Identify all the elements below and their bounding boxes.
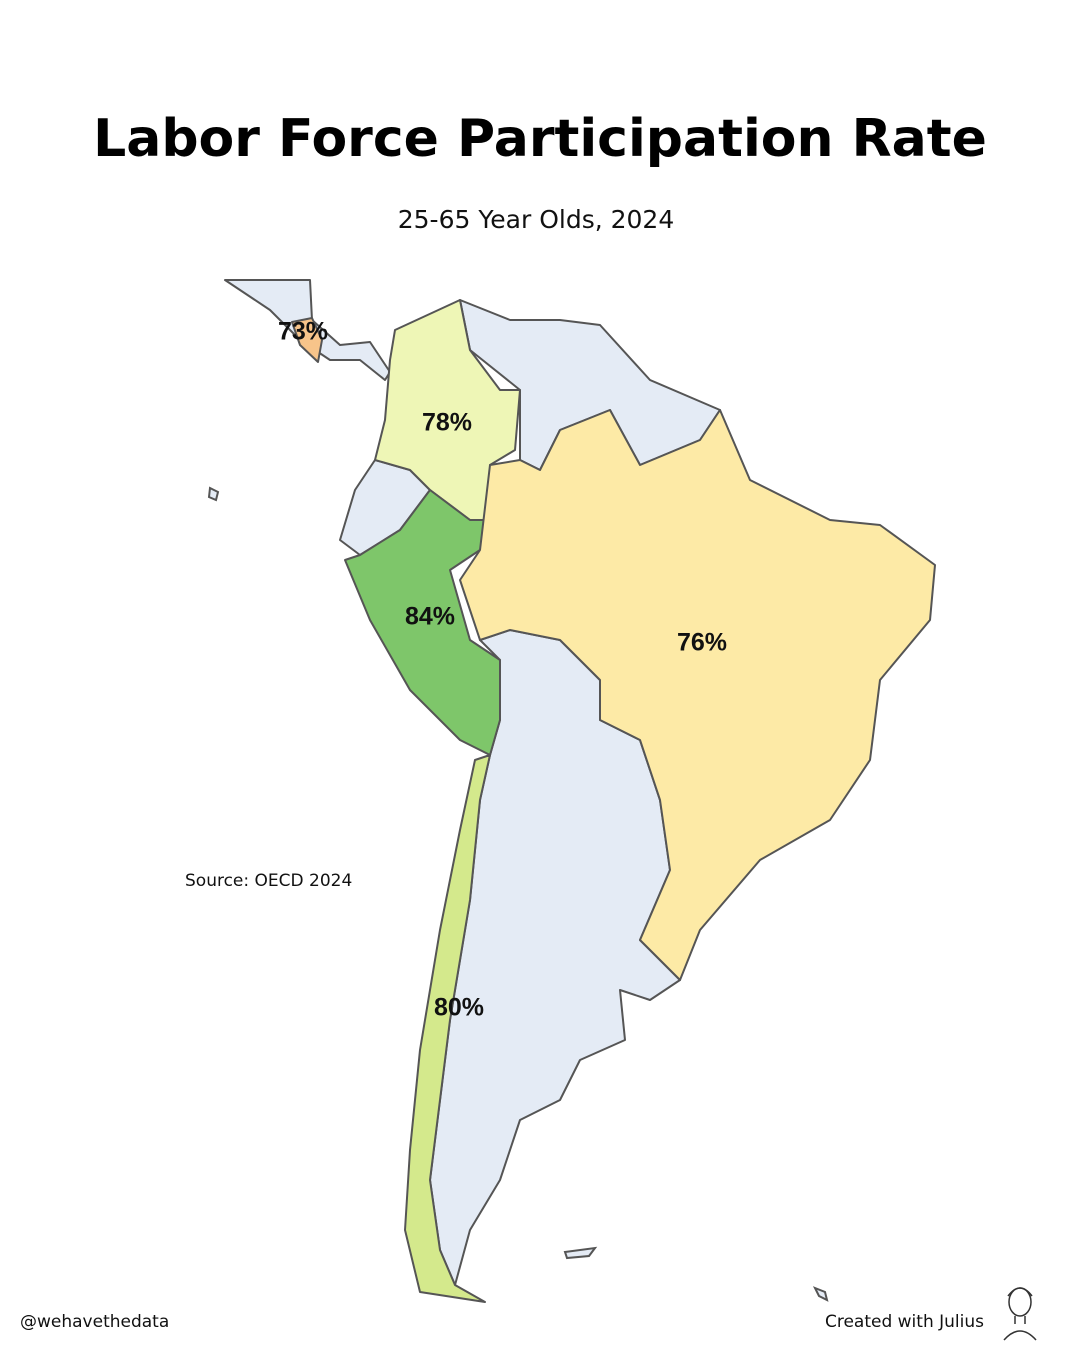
source: Source: OECD 2024	[185, 871, 352, 891]
base-map	[207, 279, 829, 1302]
value-label: 78%	[422, 409, 472, 437]
country	[459, 409, 936, 981]
regions: 73% 78% 84% 76% 80%	[278, 299, 936, 1303]
subtitle: 25-65 Year Olds, 2024	[398, 205, 675, 234]
value-label: 76%	[677, 629, 727, 657]
value-label: 73%	[278, 318, 328, 346]
julius-icon	[1003, 1287, 1037, 1341]
handle: @wehavethedata	[20, 1312, 169, 1332]
value-label: 84%	[405, 603, 455, 631]
title: Labor Force Participation Rate	[93, 109, 987, 169]
value-label: 80%	[434, 994, 484, 1022]
country	[404, 754, 491, 1303]
country	[291, 317, 323, 363]
credit: Created with Julius	[825, 1312, 984, 1332]
